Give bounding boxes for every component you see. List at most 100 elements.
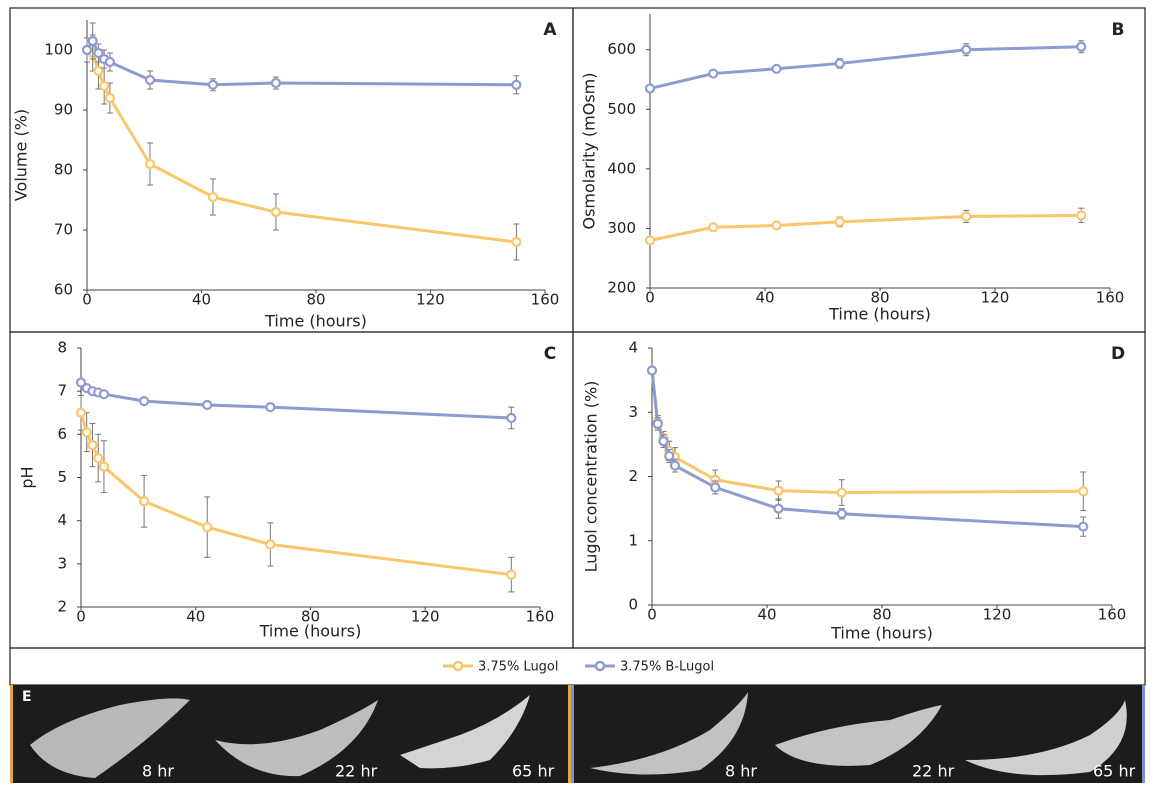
y-axis-label: Lugol concentration (%) (582, 381, 601, 573)
legend-marker (452, 660, 464, 672)
x-tick-label: 40 (186, 608, 205, 626)
data-point (773, 485, 784, 496)
image-caption: 8 hr (725, 762, 757, 781)
data-point (87, 35, 98, 47)
data-point (93, 65, 104, 77)
data-point (104, 56, 116, 68)
specimen-image (775, 705, 942, 766)
y-tick-label: 2 (57, 598, 67, 616)
data-point (93, 47, 104, 59)
data-point (104, 92, 116, 104)
y-tick-label: 0 (628, 596, 638, 614)
y-tick-label: 500 (607, 100, 636, 118)
image-caption: 65 hr (1093, 762, 1136, 781)
legend-label: 3.75% Lugol (478, 660, 559, 675)
data-point (511, 79, 522, 90)
y-tick-label: 1 (628, 531, 638, 549)
data-point (708, 222, 719, 233)
x-tick-label: 0 (647, 606, 657, 624)
x-tick-label: 120 (981, 289, 1010, 307)
data-point (139, 395, 150, 407)
panel-letter: B (1112, 20, 1125, 40)
group-bar (1142, 685, 1145, 783)
data-point (961, 44, 972, 55)
data-point (270, 77, 282, 89)
x-tick-label: 0 (82, 291, 92, 309)
data-point (773, 503, 784, 514)
x-axis-label: Time (hours) (259, 622, 362, 641)
x-tick-label: 80 (306, 291, 325, 309)
data-point (139, 496, 150, 507)
panel-letter: A (543, 20, 557, 40)
data-point (652, 418, 663, 429)
image-caption: 65 hr (512, 762, 555, 781)
data-point (506, 569, 517, 580)
y-tick-label: 4 (628, 339, 638, 357)
y-tick-label: 5 (57, 468, 67, 486)
y-axis-label: Volume (%) (12, 109, 31, 201)
data-point (710, 482, 721, 493)
x-tick-label: 40 (755, 289, 774, 307)
data-point (202, 522, 213, 533)
data-point (658, 436, 669, 447)
data-point (144, 74, 156, 86)
x-axis-label: Time (hours) (828, 305, 931, 324)
series-line (649, 213, 1082, 242)
y-tick-label: 7 (57, 382, 67, 400)
data-point (144, 158, 156, 170)
y-tick-label: 60 (54, 281, 73, 299)
y-tick-label: 4 (57, 511, 67, 529)
group-bar (10, 685, 13, 783)
data-point (1078, 486, 1089, 497)
data-point (75, 407, 87, 418)
x-tick-label: 160 (531, 291, 560, 309)
panel-letter: C (544, 344, 556, 364)
data-point (87, 440, 98, 451)
data-point (75, 377, 87, 388)
data-point (207, 191, 219, 203)
x-axis-label: Time (hours) (830, 624, 933, 643)
series-line (649, 45, 1082, 90)
x-tick-label: 160 (1098, 606, 1127, 624)
data-point (1076, 41, 1087, 52)
panel-letter: D (1111, 344, 1125, 364)
data-point (98, 389, 110, 400)
y-axis-label: pH (18, 466, 37, 488)
y-tick-label: 3 (57, 554, 67, 572)
y-axis-label: Osmolarity (mOsm) (580, 73, 599, 230)
image-caption: 22 hr (912, 762, 955, 781)
x-tick-label: 40 (192, 291, 211, 309)
y-tick-label: 600 (607, 40, 636, 58)
y-tick-label: 300 (607, 219, 636, 237)
y-tick-label: 400 (607, 159, 636, 177)
image-panel: E 8 hr 22 hr 65 hr 8 hr 22 hr 65 hr (10, 685, 1145, 783)
x-tick-label: 80 (301, 608, 320, 626)
data-point (1078, 521, 1089, 532)
data-point (644, 235, 656, 246)
data-point (93, 452, 104, 464)
data-point (1076, 210, 1087, 221)
y-tick-label: 90 (54, 101, 73, 119)
specimen-image (590, 692, 748, 775)
y-tick-label: 3 (628, 403, 638, 421)
data-point (961, 211, 972, 222)
data-point (202, 399, 213, 411)
data-point (511, 236, 522, 248)
data-point (708, 68, 719, 79)
y-tick-label: 200 (607, 279, 636, 297)
image-background (10, 685, 1145, 783)
legend-marker (594, 660, 606, 672)
data-point (270, 206, 282, 218)
y-tick-label: 2 (628, 467, 638, 485)
data-point (664, 450, 675, 462)
y-tick-label: 8 (57, 339, 67, 357)
data-point (98, 461, 110, 472)
x-tick-label: 120 (411, 608, 440, 626)
specimen-image (965, 700, 1127, 776)
data-point (771, 220, 782, 231)
x-tick-label: 80 (872, 606, 891, 624)
data-point (644, 83, 656, 94)
data-point (99, 80, 110, 92)
y-tick-label: 100 (44, 41, 73, 59)
